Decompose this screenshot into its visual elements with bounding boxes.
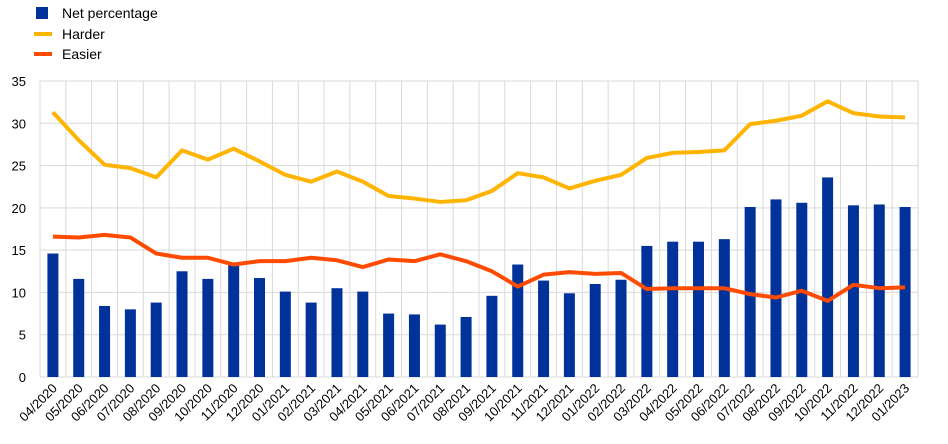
bar-net-percentage bbox=[667, 241, 679, 377]
line-easier bbox=[52, 232, 906, 303]
y-tick-label: 10 bbox=[12, 285, 26, 300]
bar-net-percentage bbox=[124, 309, 136, 377]
bar-net-percentage bbox=[718, 239, 730, 377]
bar-net-percentage bbox=[744, 207, 756, 377]
bar-net-percentage bbox=[279, 291, 291, 377]
gridlines bbox=[39, 80, 919, 378]
bar-net-percentage bbox=[873, 204, 885, 377]
bar-net-percentage bbox=[434, 324, 446, 377]
legend-swatch-bar bbox=[36, 7, 48, 19]
bar-net-percentage bbox=[486, 295, 498, 377]
bar-net-percentage bbox=[693, 241, 704, 377]
y-tick-label: 30 bbox=[12, 116, 26, 131]
bar-net-percentage bbox=[408, 314, 420, 377]
legend: Net percentage Harder Easier bbox=[34, 5, 158, 62]
bar-net-percentage bbox=[254, 278, 265, 377]
y-tick-label: 0 bbox=[19, 370, 26, 385]
y-tick-label: 20 bbox=[12, 201, 26, 216]
bar-net-percentage bbox=[770, 199, 782, 377]
line-series bbox=[51, 99, 906, 303]
bar-net-percentage bbox=[228, 263, 240, 377]
bar-net-percentage bbox=[641, 245, 653, 377]
legend-label: Net percentage bbox=[62, 5, 158, 21]
y-tick-label: 15 bbox=[12, 243, 26, 258]
bar-net-percentage bbox=[73, 278, 85, 377]
bar-net-percentage bbox=[47, 253, 59, 377]
y-tick-label: 35 bbox=[12, 74, 26, 89]
legend-label: Harder bbox=[62, 26, 105, 42]
line-harder bbox=[51, 99, 906, 204]
bar-net-percentage bbox=[512, 264, 524, 377]
bar-net-percentage bbox=[202, 278, 214, 377]
bar-net-percentage bbox=[383, 313, 395, 377]
y-tick-label: 5 bbox=[19, 328, 26, 343]
x-axis: 04/202005/202006/202007/202008/202009/20… bbox=[16, 381, 912, 425]
bar-net-percentage bbox=[538, 280, 550, 377]
bar-net-percentage bbox=[460, 316, 472, 377]
y-tick-label: 25 bbox=[12, 159, 26, 174]
legend-label: Easier bbox=[62, 46, 102, 62]
bar-net-percentage bbox=[331, 288, 343, 377]
bar-net-percentage bbox=[822, 177, 834, 377]
bar-net-percentage bbox=[150, 302, 162, 377]
bar-net-percentage bbox=[615, 279, 627, 377]
bar-net-percentage bbox=[357, 291, 369, 377]
y-axis: 0 5 10 15 20 25 30 35 bbox=[12, 74, 26, 385]
bar-net-percentage bbox=[899, 207, 911, 377]
bar-net-percentage bbox=[99, 305, 111, 377]
bar-net-percentage bbox=[176, 271, 188, 377]
bar-series bbox=[47, 177, 911, 377]
bar-net-percentage bbox=[305, 302, 317, 377]
bar-net-percentage bbox=[847, 205, 859, 377]
bar-net-percentage bbox=[589, 283, 601, 377]
bar-net-percentage bbox=[563, 293, 575, 377]
